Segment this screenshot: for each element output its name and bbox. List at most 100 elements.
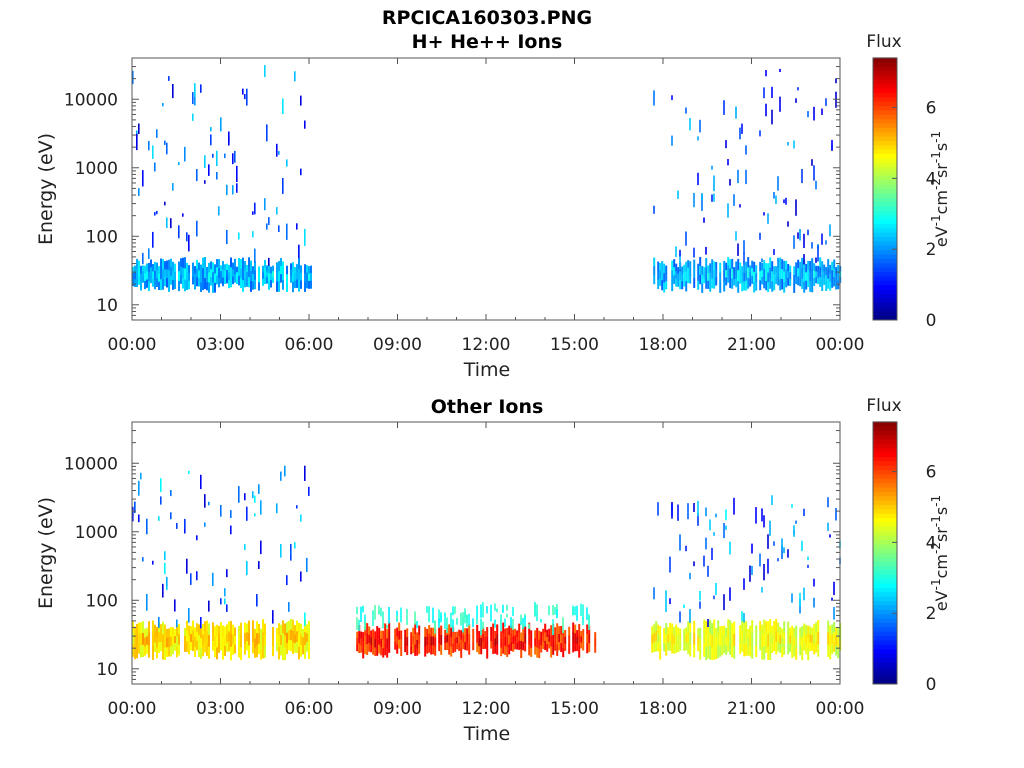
y-tick-label: 10000: [64, 454, 118, 474]
colorbar-swatch: [873, 648, 897, 654]
panel-h-he-ions: H+ He++ Ions 00:00 03:00 06:00 09:00 12:00 15…: [35, 31, 951, 381]
colorbar-swatch: [873, 578, 897, 584]
y-tick-label: 10: [96, 660, 118, 680]
flux-region-1: [132, 465, 310, 661]
y-tick-label: 10000: [64, 90, 118, 110]
colorbar-swatch: [873, 301, 897, 307]
colorbar-swatch: [873, 587, 897, 593]
colorbar-swatch: [873, 447, 897, 453]
colorbar-swatch: [873, 223, 897, 229]
flux-region-2: [356, 602, 597, 659]
flux-region-2: [653, 68, 842, 293]
colorbar-swatch: [873, 679, 897, 684]
colorbar-swatch: [873, 114, 897, 120]
colorbar-swatch: [873, 74, 897, 80]
colorbar-title: Flux: [866, 32, 901, 52]
colorbar-swatch: [873, 70, 897, 76]
x-tick-label: 18:00: [639, 699, 688, 719]
colorbar-swatch: [873, 88, 897, 93]
colorbar-swatch: [873, 500, 897, 505]
y-tick-label: 1000: [75, 523, 118, 543]
colorbar-swatch: [873, 192, 897, 198]
colorbar-swatch: [873, 652, 897, 658]
colorbar-swatch: [873, 425, 897, 431]
colorbar-tick-label: 4: [926, 533, 937, 553]
colorbar-swatch: [873, 197, 897, 203]
colorbar-swatch: [873, 179, 897, 185]
x-tick-label: 12:00: [462, 335, 511, 355]
colorbar-swatch: [873, 267, 897, 272]
x-tick-label: 06:00: [285, 335, 334, 355]
colorbar-swatch: [873, 548, 897, 553]
x-tick-label: 09:00: [373, 335, 422, 355]
colorbar-swatch: [873, 495, 897, 501]
y-tick-label: 100: [86, 227, 118, 247]
colorbar-swatch: [873, 530, 897, 536]
colorbar-swatch: [873, 175, 897, 181]
colorbar-swatch: [873, 258, 897, 264]
colorbar-swatch: [873, 293, 897, 299]
x-tick-label: 06:00: [285, 699, 334, 719]
colorbar-tick-label: 6: [926, 463, 937, 483]
colorbar-swatch: [873, 421, 897, 427]
colorbar-frame: [872, 421, 898, 685]
colorbar-swatch: [873, 280, 897, 286]
y-tick-label: 10: [96, 296, 118, 316]
colorbar-swatch: [873, 469, 897, 475]
colorbar-swatch: [873, 596, 897, 602]
colorbar-swatch: [873, 569, 897, 575]
colorbar-swatch: [873, 517, 897, 523]
colorbar-swatch: [873, 288, 897, 294]
colorbar-swatch: [873, 443, 897, 449]
colorbar-swatch: [873, 170, 897, 176]
x-tick-label: 15:00: [550, 335, 599, 355]
colorbar-swatch: [873, 210, 897, 216]
colorbar-swatch: [873, 136, 897, 141]
colorbar-tick-label: 4: [926, 169, 937, 189]
x-tick-label: 21:00: [727, 699, 776, 719]
colorbar-swatch: [873, 275, 897, 281]
colorbar-swatch: [873, 166, 897, 172]
x-tick-label: 03:00: [196, 699, 245, 719]
colorbar-swatch: [873, 665, 897, 671]
colorbar-swatch: [873, 552, 897, 558]
colorbar-swatch: [873, 657, 897, 663]
spectrogram-data: [132, 465, 842, 661]
colorbar-swatch: [873, 271, 897, 277]
colorbar-tick-label: 2: [926, 604, 937, 624]
colorbar-frame: [872, 57, 898, 321]
colorbar: 0 2 4 6 eV-1cm-2sr-1s-1: [872, 421, 951, 695]
colorbar-swatch: [873, 236, 897, 242]
colorbar-swatch: [873, 473, 897, 479]
colorbar-swatch: [873, 456, 897, 462]
colorbar-swatch: [873, 591, 897, 597]
x-axis-label: Time: [463, 723, 511, 745]
colorbar-tick-label: 2: [926, 240, 937, 260]
colorbar-swatch: [873, 644, 897, 650]
colorbar-swatch: [873, 57, 897, 63]
colorbar-swatch: [873, 613, 897, 619]
colorbar-swatch: [873, 240, 897, 246]
colorbar-swatch: [873, 284, 897, 290]
colorbar-swatch: [873, 127, 897, 133]
colorbar-swatch: [873, 491, 897, 497]
colorbar-swatch: [873, 253, 897, 259]
flux-region-1: [132, 65, 312, 293]
colorbar-swatch: [873, 670, 897, 676]
y-tick-label: 1000: [75, 159, 118, 179]
colorbar-swatch: [873, 661, 897, 667]
colorbar-swatch: [873, 674, 897, 680]
colorbar-swatch: [873, 310, 897, 316]
colorbar-swatch: [873, 434, 897, 440]
colorbar-swatch: [873, 144, 897, 150]
colorbar-swatch: [873, 61, 897, 67]
colorbar-swatch: [873, 297, 897, 303]
y-tick-label: 100: [86, 591, 118, 611]
y-axis-label: Energy (eV): [35, 497, 57, 609]
colorbar-swatch: [873, 583, 897, 588]
colorbar-unit-label: eV-1cm-2sr-1s-1: [929, 131, 951, 247]
x-tick-label: 00:00: [816, 335, 865, 355]
colorbar-swatch: [873, 83, 897, 89]
colorbar-swatch: [873, 626, 897, 632]
